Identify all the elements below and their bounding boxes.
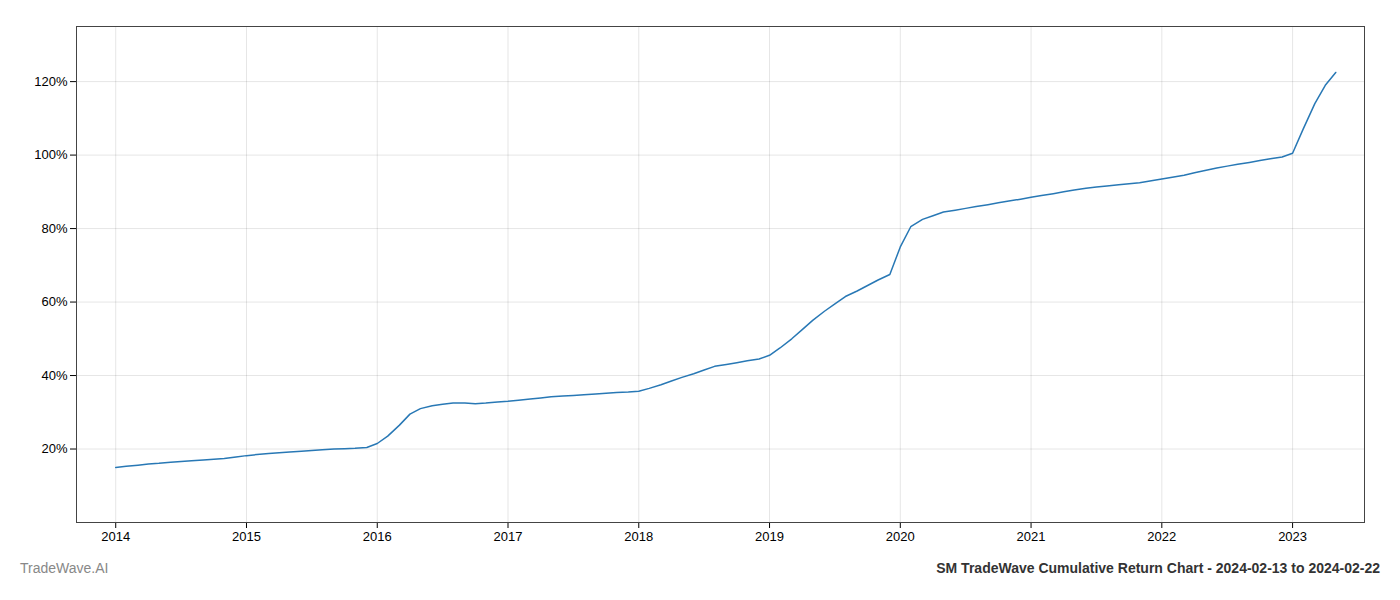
svg-text:80%: 80% xyxy=(41,221,67,236)
svg-text:2019: 2019 xyxy=(755,529,784,544)
html-text:SM TradeWave Cumulative Return: SM TradeWave Cumulative Return Chart - 2… xyxy=(936,560,1380,576)
svg-text:2021: 2021 xyxy=(1017,529,1046,544)
svg-text:2023: 2023 xyxy=(1278,529,1307,544)
svg-text:2017: 2017 xyxy=(494,529,523,544)
svg-text:2022: 2022 xyxy=(1147,529,1176,544)
svg-text:2018: 2018 xyxy=(624,529,653,544)
svg-text:2015: 2015 xyxy=(232,529,261,544)
svg-text:100%: 100% xyxy=(34,147,68,162)
svg-text:2016: 2016 xyxy=(363,529,392,544)
svg-text:20%: 20% xyxy=(41,441,67,456)
svg-text:2020: 2020 xyxy=(886,529,915,544)
svg-text:60%: 60% xyxy=(41,294,67,309)
svg-text:40%: 40% xyxy=(41,368,67,383)
svg-text:120%: 120% xyxy=(34,74,68,89)
svg-text:2014: 2014 xyxy=(101,529,130,544)
html-text:TradeWave.AI: TradeWave.AI xyxy=(20,560,109,576)
